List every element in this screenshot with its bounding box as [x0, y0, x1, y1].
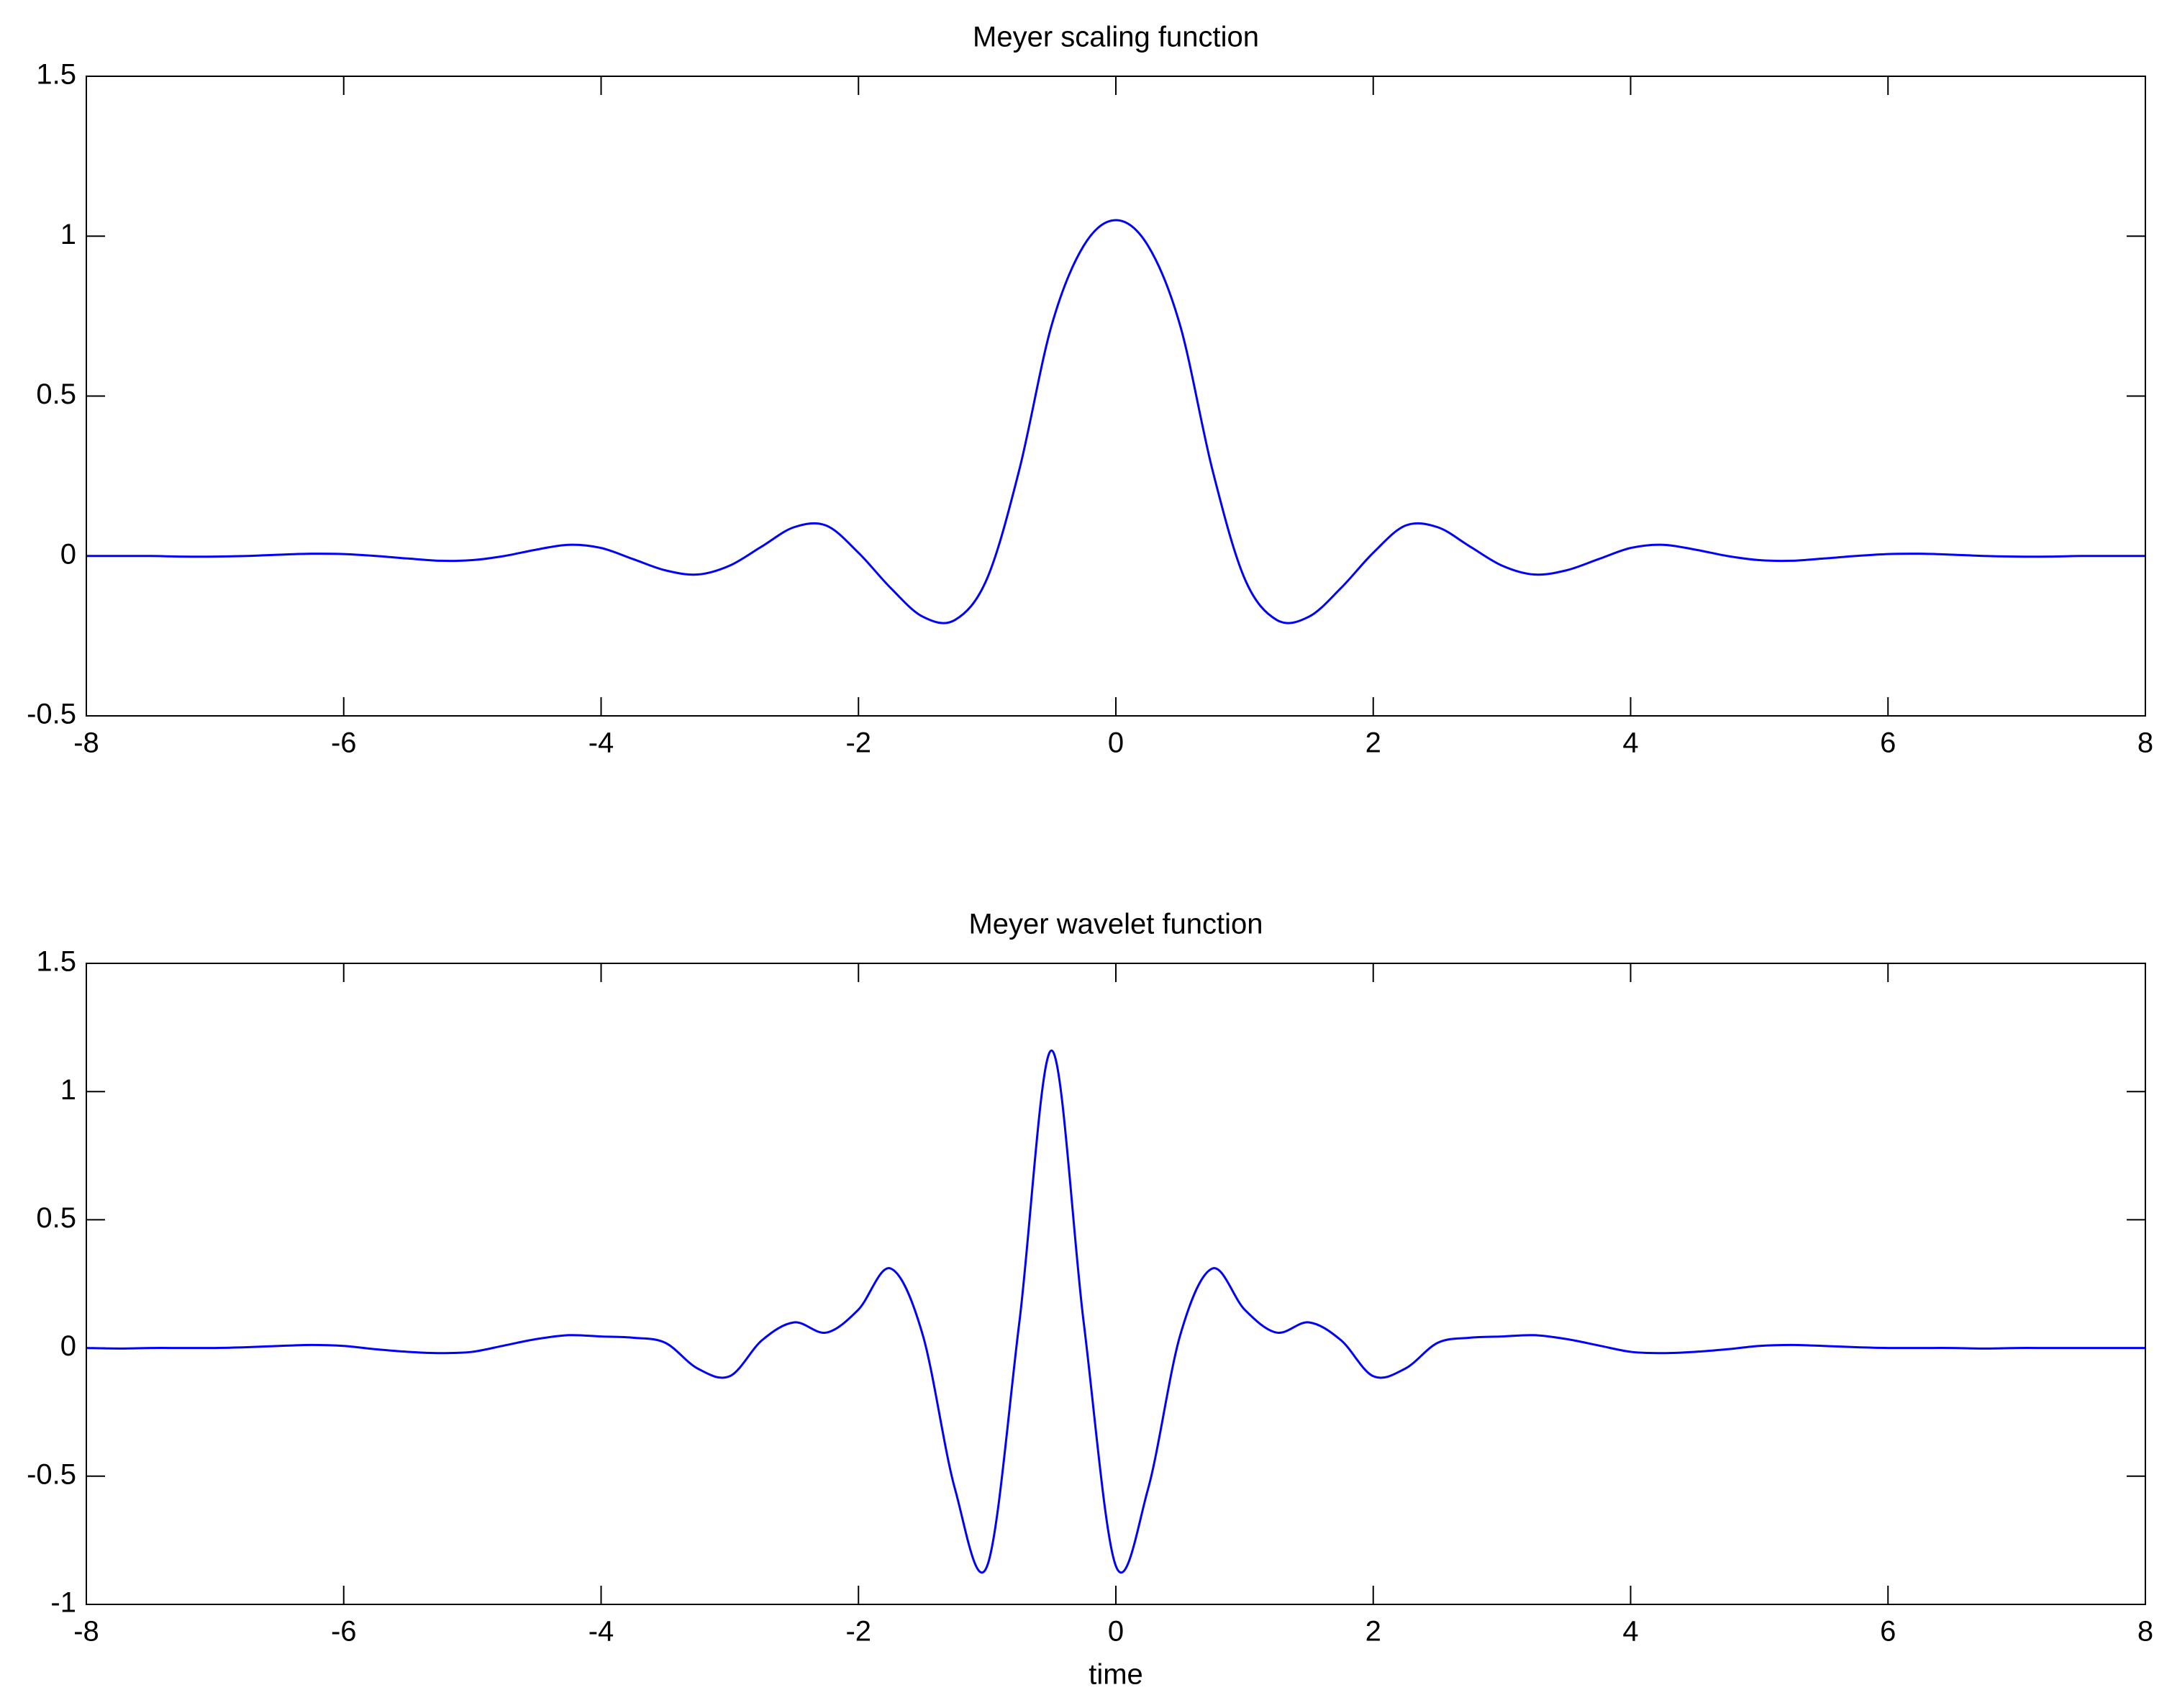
x-tick-label: -8 — [73, 1616, 99, 1648]
x-tick-label: 6 — [1880, 1616, 1896, 1648]
x-tick-label: 6 — [1880, 727, 1896, 759]
y-tick-label: 1 — [60, 1074, 76, 1106]
y-tick-label: 0.5 — [36, 378, 76, 410]
chart-title: Meyer wavelet function — [968, 909, 1263, 940]
data-line — [86, 219, 2145, 624]
x-tick-label: 0 — [1108, 1616, 1124, 1648]
plot-area — [86, 963, 2145, 1604]
x-tick-label: -2 — [845, 1616, 871, 1648]
y-tick-label: -1 — [50, 1587, 76, 1619]
x-tick-label: -4 — [589, 1616, 614, 1648]
y-tick-label: 0 — [60, 538, 76, 570]
x-tick-label: 4 — [1622, 1616, 1638, 1648]
x-tick-label: 2 — [1366, 1616, 1381, 1648]
axes-frame — [86, 963, 2146, 1605]
chart-title: Meyer scaling function — [973, 22, 1259, 53]
y-tick-label: 0.5 — [36, 1202, 76, 1234]
x-tick-label: -4 — [589, 727, 614, 759]
x-tick-label: -2 — [845, 727, 871, 759]
x-tick-label: -6 — [331, 1616, 357, 1648]
y-tick-label: -0.5 — [27, 699, 76, 730]
y-tick-label: 1.5 — [36, 59, 76, 91]
x-tick-label: 2 — [1366, 727, 1381, 759]
x-tick-label: 0 — [1108, 727, 1124, 759]
x-tick-label: -6 — [331, 727, 357, 759]
plot-area — [86, 76, 2145, 716]
data-line — [86, 1049, 2145, 1574]
x-axis-label: time — [1089, 1659, 1143, 1691]
y-tick-label: -0.5 — [27, 1458, 76, 1490]
x-tick-label: 8 — [2137, 1616, 2153, 1648]
x-tick-label: 4 — [1622, 727, 1638, 759]
y-tick-label: 1.5 — [36, 946, 76, 978]
axes-frame — [86, 76, 2146, 717]
y-tick-label: 1 — [60, 219, 76, 250]
x-tick-label: 8 — [2137, 727, 2153, 759]
y-tick-label: 0 — [60, 1330, 76, 1362]
x-tick-label: -8 — [73, 727, 99, 759]
